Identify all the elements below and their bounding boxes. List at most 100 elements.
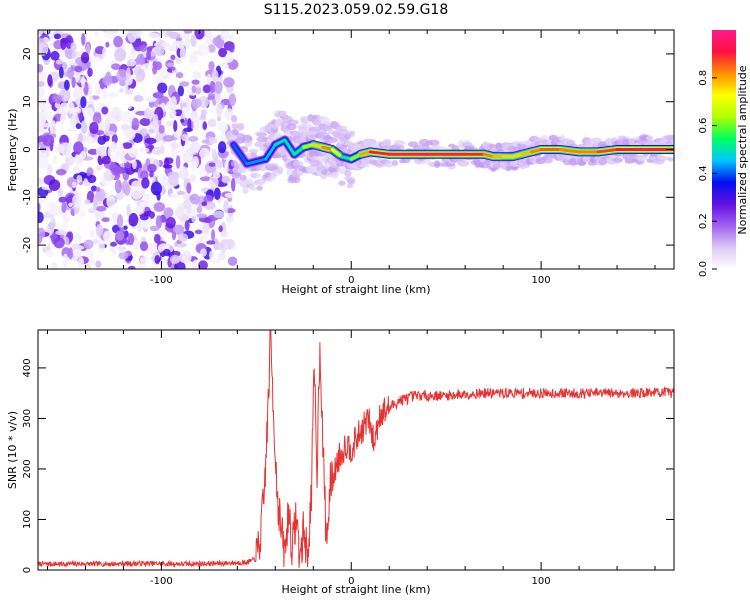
spectrogram-noise-blob (212, 36, 221, 46)
spectrogram-noise-blob (106, 194, 116, 209)
spectrogram-noise-blob (181, 250, 192, 264)
spectrogram-noise-blob (189, 193, 200, 205)
spectrogram-halo-blob (292, 160, 304, 167)
spectrogram-noise-blob (199, 176, 212, 182)
spectrogram-noise-blob (94, 210, 105, 220)
spectrogram-noise-blob (190, 34, 197, 48)
spectrogram-noise-blob (42, 134, 55, 147)
spectrogram-noise-blob (131, 117, 140, 131)
spectrogram-noise-blob (75, 98, 82, 106)
spectrogram-noise-blob (53, 40, 63, 50)
spectrogram-halo-blob (256, 132, 268, 137)
spectrogram-noise-blob (194, 229, 203, 235)
spectrogram-noise-blob (173, 119, 178, 132)
spectrogram-noise-blob (151, 60, 158, 75)
spectrogram-noise-blob (89, 230, 95, 238)
colorbar-ticks: 0.0 0.2 0.4 0.6 0.8 (698, 70, 717, 277)
spectrogram-noise-blob (80, 75, 86, 89)
spectrogram-noise-blob (76, 174, 83, 183)
spectrogram-noise-blob (110, 241, 117, 247)
spectrogram-halo-blob (348, 130, 356, 138)
spectrogram-noise-blob (116, 142, 124, 152)
spectrogram-noise-blob (145, 243, 157, 254)
spectrogram-noise-blob (116, 214, 124, 229)
snr-background (38, 330, 674, 570)
snr-ytick-label: 300 (22, 409, 33, 428)
spectrogram-noise-blob (221, 175, 230, 184)
spectrogram-noise-blob (211, 148, 217, 159)
spectrogram-halo-blob (231, 128, 239, 136)
spectrogram-noise-blob (174, 206, 184, 220)
spectrogram-noise-blob (207, 118, 217, 128)
spectrogram-noise-blob (202, 221, 210, 235)
spectrogram-halo-blob (384, 160, 394, 168)
spectrogram-noise-blob (208, 61, 215, 72)
spectrogram-noise-blob (110, 106, 122, 121)
spectrogram-noise-blob (113, 35, 123, 48)
snr-xtick-label: 100 (532, 576, 551, 587)
spectrogram-halo-blob (495, 142, 502, 151)
spectrogram-noise-blob (80, 120, 88, 135)
spectrogram-noise-blob (216, 159, 224, 169)
spectrogram-noise-blob (103, 130, 115, 137)
spectrogram-halo-blob (413, 144, 422, 151)
spectrogram-noise-blob (94, 31, 99, 37)
spectrogram-noise-blob (47, 74, 53, 87)
spectrogram-halo-blob (242, 186, 249, 195)
spectrogram-noise-blob (127, 30, 137, 43)
spectrogram-noise-blob (147, 32, 160, 39)
spectrogram-halo-blob (230, 160, 239, 168)
spectrogram-noise-blob (150, 181, 163, 196)
spectrogram-noise-blob (194, 30, 205, 40)
spectrogram-halo-blob (256, 136, 268, 143)
spectrogram-noise-blob (111, 143, 118, 151)
spectrogram-halo-blob (279, 111, 287, 118)
spectrogram-halo-blob (428, 139, 440, 147)
spectrogram-noise-blob (71, 232, 83, 243)
spectrogram-ridge-segment (311, 143, 325, 149)
spectrogram-noise-blob (197, 43, 210, 57)
spectrogram-noise-blob (141, 177, 150, 189)
spectrogram-noise-blob (119, 88, 124, 93)
spectrogram-noise-blob (175, 72, 184, 79)
spectrogram-noise-blob (49, 32, 55, 47)
spectrogram-ytick-label: 0 (22, 146, 33, 152)
spectrogram-ridge-segment (558, 148, 581, 154)
spectrogram-noise-blob (213, 187, 221, 200)
spectrogram-noise-blob (101, 217, 110, 223)
spectrogram-noise-blob (89, 122, 99, 134)
spectrogram-halo-blob (237, 122, 245, 131)
spectrogram-noise-blob (118, 116, 129, 122)
spectrogram-noise-blob (57, 188, 64, 197)
spectrogram-noise-blob (94, 82, 101, 92)
spectrogram-noise-blob (227, 256, 238, 266)
spectrogram-noise-blob (170, 142, 179, 149)
spectrogram-noise-blob (201, 109, 206, 118)
spectrogram-noise-blob (162, 135, 175, 142)
spectrogram-noise-blob (134, 205, 145, 215)
spectrogram-noise-blob (105, 71, 112, 83)
spectrogram-noise-blob (184, 220, 190, 231)
spectrogram-noise-blob (212, 172, 221, 179)
spectrogram-halo-blob (667, 157, 674, 162)
spectrogram-noise-blob (206, 73, 212, 86)
spectrogram-noise-blob (206, 240, 216, 245)
spectrogram-noise-blob (126, 203, 131, 218)
spectrogram-noise-blob (133, 95, 144, 102)
spectrogram-noise-blob (153, 202, 166, 212)
spectrogram-halo-blob (256, 185, 263, 191)
spectrogram-noise-blob (119, 149, 129, 164)
spectrogram-noise-blob (38, 211, 44, 223)
spectrogram-noise-blob (123, 183, 131, 196)
spectrogram-noise-blob (223, 54, 234, 63)
spectrogram-noise-blob (137, 219, 142, 233)
spectrogram-noise-blob (53, 237, 65, 249)
spectrogram-noise-blob (215, 103, 223, 116)
spectrogram-noise-blob (162, 164, 173, 169)
snr-marks (38, 330, 674, 569)
colorbar-tick-label: 0.8 (698, 70, 709, 86)
spectrogram-ytick-label: -20 (22, 237, 33, 253)
spectrogram-xtick-label: 0 (348, 275, 354, 286)
spectrogram-noise-blob (125, 133, 134, 138)
